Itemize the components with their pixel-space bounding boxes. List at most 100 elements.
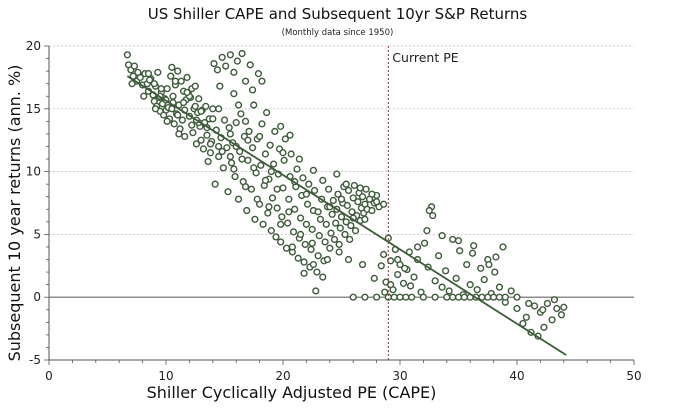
x-tick-label: 20 — [275, 369, 290, 383]
current-pe-label: Current PE — [392, 50, 458, 65]
data-point — [157, 85, 165, 93]
data-point — [197, 107, 205, 115]
data-point — [263, 108, 271, 117]
data-point — [329, 196, 337, 205]
data-point — [210, 59, 218, 68]
data-point — [316, 215, 325, 223]
x-tick-label: 0 — [45, 369, 53, 383]
data-point — [347, 222, 355, 230]
data-point — [429, 211, 437, 220]
data-point — [332, 219, 340, 227]
data-point — [456, 247, 464, 255]
data-point — [250, 101, 258, 109]
data-point — [313, 268, 321, 276]
data-point — [203, 131, 211, 139]
data-point — [335, 240, 343, 249]
data-point — [231, 173, 239, 181]
data-point — [435, 252, 443, 260]
data-point — [342, 180, 350, 188]
x-axis-title: Shiller Cyclically Adjusted PE (CAPE) — [147, 383, 437, 402]
axes — [44, 45, 635, 365]
data-point — [177, 77, 185, 85]
data-point — [438, 232, 446, 240]
data-point — [380, 250, 388, 259]
data-point — [191, 82, 199, 90]
data-point — [140, 92, 148, 100]
data-point — [273, 204, 281, 212]
data-point — [204, 157, 212, 166]
data-point — [241, 183, 250, 191]
data-point — [463, 260, 471, 269]
data-point — [362, 185, 370, 193]
data-point — [271, 127, 279, 136]
data-point — [540, 323, 548, 331]
data-point — [358, 193, 367, 201]
data-point — [279, 149, 287, 157]
data-point — [169, 92, 177, 100]
data-point — [226, 51, 234, 59]
data-point — [431, 293, 439, 301]
data-point — [151, 105, 160, 113]
data-point — [183, 73, 191, 82]
data-point — [310, 186, 319, 195]
data-point — [452, 274, 460, 282]
data-point — [216, 82, 224, 90]
data-point — [501, 293, 509, 301]
data-point — [266, 141, 274, 149]
data-point — [295, 155, 303, 163]
data-point — [130, 62, 139, 70]
data-point — [259, 220, 267, 228]
data-point — [473, 286, 481, 294]
data-point — [390, 293, 398, 301]
y-tick-label: 15 — [26, 102, 41, 116]
data-point — [387, 281, 395, 289]
data-point — [272, 233, 280, 241]
data-point — [174, 67, 182, 75]
trendline — [126, 75, 567, 356]
data-point — [279, 184, 287, 192]
data-point — [170, 120, 178, 128]
data-point — [380, 200, 388, 208]
data-point — [344, 186, 353, 195]
data-point — [280, 156, 288, 164]
data-point — [287, 150, 295, 158]
data-point — [146, 76, 154, 84]
data-point — [232, 119, 240, 127]
data-point — [401, 264, 409, 272]
data-point — [281, 135, 289, 143]
data-point — [163, 85, 171, 93]
data-point — [220, 116, 229, 124]
data-point — [354, 198, 362, 206]
data-point — [349, 293, 357, 301]
data-point — [350, 181, 358, 190]
data-point — [530, 302, 539, 310]
data-point — [273, 185, 281, 193]
current-pe-layer: Current PE — [387, 46, 459, 360]
data-point — [314, 252, 322, 260]
data-point — [291, 205, 299, 213]
data-point — [334, 190, 342, 198]
data-point — [443, 293, 451, 301]
data-point — [163, 117, 171, 125]
data-point — [413, 243, 422, 251]
data-point — [543, 299, 552, 308]
x-tick-label: 40 — [509, 369, 524, 383]
data-point — [168, 63, 176, 71]
data-point — [256, 132, 264, 141]
data-point — [244, 156, 252, 164]
data-point — [282, 244, 291, 252]
data-point — [285, 208, 293, 216]
data-point — [226, 130, 234, 138]
data-point — [394, 270, 402, 279]
data-point — [309, 166, 318, 174]
data-point — [270, 160, 278, 168]
data-point — [495, 283, 504, 291]
data-point — [192, 140, 201, 148]
data-point — [308, 239, 316, 247]
y-tick-label: -5 — [29, 353, 41, 367]
data-point — [257, 161, 265, 169]
data-point — [323, 255, 332, 264]
data-point — [358, 260, 367, 269]
data-point — [299, 174, 307, 182]
